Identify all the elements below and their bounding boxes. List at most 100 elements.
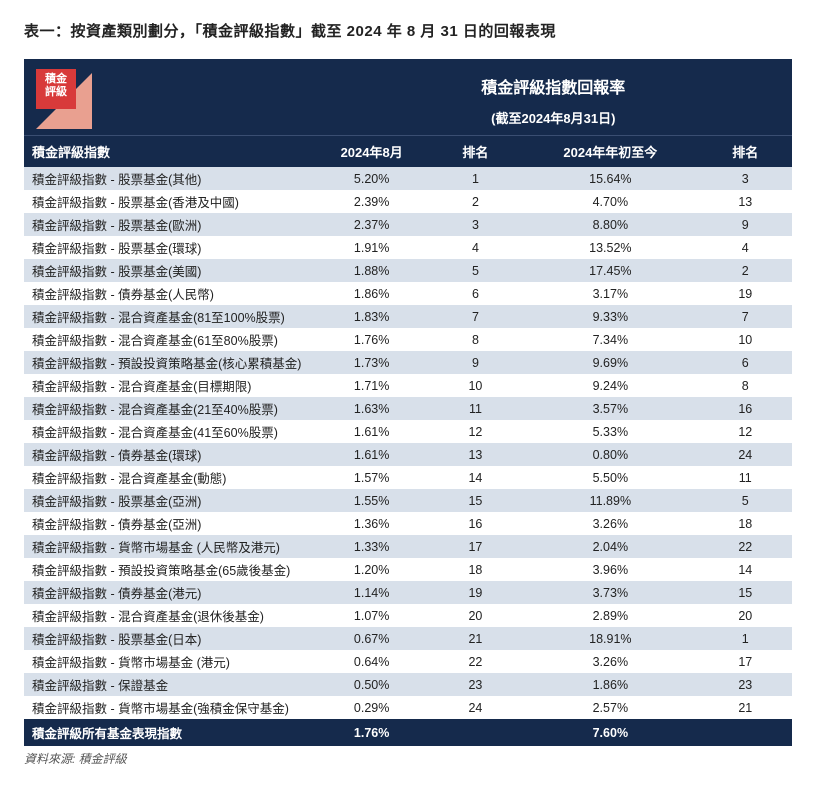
row-r1: 4 (429, 236, 522, 259)
table-body: 積金評級指數 - 股票基金(其他)5.20%115.64%3積金評級指數 - 股… (24, 167, 792, 746)
row-v1: 1.88% (315, 259, 429, 282)
row-r1: 3 (429, 213, 522, 236)
row-r2: 14 (699, 558, 792, 581)
row-v1: 1.83% (315, 305, 429, 328)
row-v1: 1.86% (315, 282, 429, 305)
row-v1: 1.33% (315, 535, 429, 558)
row-name: 積金評級指數 - 債券基金(環球) (24, 443, 315, 466)
table-row: 積金評級指數 - 債券基金(亞洲)1.36%163.26%18 (24, 512, 792, 535)
header-main: 積金評級指數回報率 (323, 74, 784, 98)
row-v2: 18.91% (522, 627, 698, 650)
row-name: 積金評級指數 - 貨幣市場基金 (港元) (24, 650, 315, 673)
total-v2: 7.60% (522, 719, 698, 746)
row-r2: 3 (699, 167, 792, 190)
row-v2: 4.70% (522, 190, 698, 213)
row-v1: 2.39% (315, 190, 429, 213)
logo-text-1: 積金 (45, 73, 67, 85)
index-table-container: 積金 評級 積金評級指數回報率 (截至2024年8月31日) 積金評級指數 20… (24, 59, 792, 746)
row-r2: 13 (699, 190, 792, 213)
row-v2: 2.57% (522, 696, 698, 719)
row-v2: 17.45% (522, 259, 698, 282)
row-v1: 5.20% (315, 167, 429, 190)
row-name: 積金評級指數 - 貨幣市場基金 (人民幣及港元) (24, 535, 315, 558)
row-r2: 8 (699, 374, 792, 397)
row-v2: 5.50% (522, 466, 698, 489)
table-title: 表一：按資產類別劃分，「積金評級指數」截至 2024 年 8 月 31 日的回報… (24, 20, 791, 41)
row-r2: 1 (699, 627, 792, 650)
row-r1: 10 (429, 374, 522, 397)
table-row: 積金評級指數 - 預設投資策略基金(65歲後基金)1.20%183.96%14 (24, 558, 792, 581)
row-r1: 19 (429, 581, 522, 604)
table-row: 積金評級指數 - 貨幣市場基金(強積金保守基金)0.29%242.57%21 (24, 696, 792, 719)
row-r1: 16 (429, 512, 522, 535)
row-v2: 1.86% (522, 673, 698, 696)
row-name: 積金評級指數 - 混合資產基金(退休後基金) (24, 604, 315, 627)
table-row: 積金評級指數 - 混合資產基金(21至40%股票)1.63%113.57%16 (24, 397, 792, 420)
row-r1: 15 (429, 489, 522, 512)
logo-text-2: 評級 (45, 86, 67, 98)
row-r2: 24 (699, 443, 792, 466)
row-name: 積金評級指數 - 保證基金 (24, 673, 315, 696)
row-r2: 5 (699, 489, 792, 512)
col-v1: 2024年8月 (315, 136, 429, 168)
row-name: 積金評級指數 - 股票基金(美國) (24, 259, 315, 282)
row-v1: 1.20% (315, 558, 429, 581)
row-name: 積金評級指數 - 混合資產基金(目標期限) (24, 374, 315, 397)
row-r2: 23 (699, 673, 792, 696)
table-row: 積金評級指數 - 混合資產基金(41至60%股票)1.61%125.33%12 (24, 420, 792, 443)
row-v1: 1.71% (315, 374, 429, 397)
row-name: 積金評級指數 - 預設投資策略基金(核心累積基金) (24, 351, 315, 374)
row-v2: 3.26% (522, 512, 698, 535)
table-row: 積金評級指數 - 債券基金(環球)1.61%130.80%24 (24, 443, 792, 466)
row-name: 積金評級指數 - 混合資產基金(動態) (24, 466, 315, 489)
row-name: 積金評級指數 - 股票基金(香港及中國) (24, 190, 315, 213)
col-v2: 2024年年初至今 (522, 136, 698, 168)
table-row: 積金評級指數 - 股票基金(亞洲)1.55%1511.89%5 (24, 489, 792, 512)
row-v1: 0.50% (315, 673, 429, 696)
row-r2: 18 (699, 512, 792, 535)
row-r1: 22 (429, 650, 522, 673)
table-row: 積金評級指數 - 債券基金(港元)1.14%193.73%15 (24, 581, 792, 604)
logo-icon: 積金 評級 (36, 69, 96, 129)
header-right: 積金評級指數回報率 (截至2024年8月31日) (315, 59, 792, 136)
logo-cell: 積金 評級 (24, 59, 315, 136)
row-v2: 3.96% (522, 558, 698, 581)
table-row: 積金評級指數 - 保證基金0.50%231.86%23 (24, 673, 792, 696)
row-r1: 5 (429, 259, 522, 282)
row-name: 積金評級指數 - 預設投資策略基金(65歲後基金) (24, 558, 315, 581)
table-row: 積金評級指數 - 股票基金(環球)1.91%413.52%4 (24, 236, 792, 259)
row-v2: 5.33% (522, 420, 698, 443)
col-r2: 排名 (699, 136, 792, 168)
row-v2: 15.64% (522, 167, 698, 190)
row-r1: 8 (429, 328, 522, 351)
index-table: 積金 評級 積金評級指數回報率 (截至2024年8月31日) 積金評級指數 20… (24, 59, 792, 746)
row-v1: 1.63% (315, 397, 429, 420)
row-v1: 1.76% (315, 328, 429, 351)
row-r1: 23 (429, 673, 522, 696)
row-r1: 14 (429, 466, 522, 489)
row-v2: 9.69% (522, 351, 698, 374)
row-v1: 0.64% (315, 650, 429, 673)
row-v1: 1.07% (315, 604, 429, 627)
row-v1: 2.37% (315, 213, 429, 236)
total-name: 積金評級所有基金表現指數 (24, 719, 315, 746)
table-row: 積金評級指數 - 股票基金(歐洲)2.37%38.80%9 (24, 213, 792, 236)
table-row: 積金評級指數 - 債券基金(人民幣)1.86%63.17%19 (24, 282, 792, 305)
row-name: 積金評級指數 - 股票基金(歐洲) (24, 213, 315, 236)
table-row: 積金評級指數 - 股票基金(其他)5.20%115.64%3 (24, 167, 792, 190)
row-r2: 10 (699, 328, 792, 351)
row-r1: 24 (429, 696, 522, 719)
row-v2: 9.24% (522, 374, 698, 397)
row-r1: 1 (429, 167, 522, 190)
row-name: 積金評級指數 - 債券基金(港元) (24, 581, 315, 604)
row-v1: 1.61% (315, 420, 429, 443)
row-v2: 11.89% (522, 489, 698, 512)
row-v2: 3.26% (522, 650, 698, 673)
table-row: 積金評級指數 - 股票基金(日本)0.67%2118.91%1 (24, 627, 792, 650)
row-v2: 0.80% (522, 443, 698, 466)
row-r2: 2 (699, 259, 792, 282)
row-name: 積金評級指數 - 股票基金(其他) (24, 167, 315, 190)
table-row: 積金評級指數 - 貨幣市場基金 (港元)0.64%223.26%17 (24, 650, 792, 673)
row-name: 積金評級指數 - 股票基金(環球) (24, 236, 315, 259)
row-r2: 22 (699, 535, 792, 558)
